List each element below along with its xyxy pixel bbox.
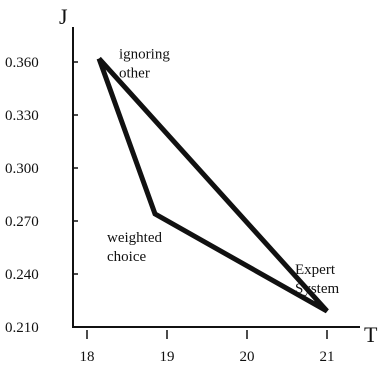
- y-tick-label: 0.300: [5, 161, 39, 177]
- series-group: [96, 56, 329, 314]
- annotation-line: System: [295, 281, 340, 297]
- annotation-line: other: [119, 66, 150, 82]
- annotation-label: ignoring other: [119, 47, 170, 82]
- x-ticks: 18 19 20 21: [80, 330, 335, 365]
- annotations: ignoring other weighted choice Expert System: [107, 47, 340, 298]
- y-ticks: 0.210 0.240 0.270 0.300 0.330 0.360: [5, 55, 78, 336]
- x-tick-label: 21: [320, 349, 335, 365]
- y-axis-title: J: [59, 4, 68, 29]
- y-tick-label: 0.210: [5, 320, 39, 336]
- annotation-line: weighted: [107, 230, 162, 246]
- y-tick-label: 0.360: [5, 55, 39, 71]
- x-tick-label: 18: [80, 349, 95, 365]
- x-axis-title: T: [364, 322, 378, 347]
- y-tick-label: 0.240: [5, 267, 39, 283]
- x-tick-label: 20: [240, 349, 255, 365]
- annotation-line: Expert: [295, 262, 336, 278]
- annotation-line: ignoring: [119, 47, 170, 63]
- x-tick-label: 19: [160, 349, 175, 365]
- y-tick-label: 0.270: [5, 214, 39, 230]
- annotation-line: choice: [107, 249, 146, 265]
- annotation-label: Expert System: [295, 262, 340, 297]
- series-line: [96, 56, 329, 314]
- y-tick-label: 0.330: [5, 108, 39, 124]
- annotation-label: weighted choice: [107, 230, 162, 265]
